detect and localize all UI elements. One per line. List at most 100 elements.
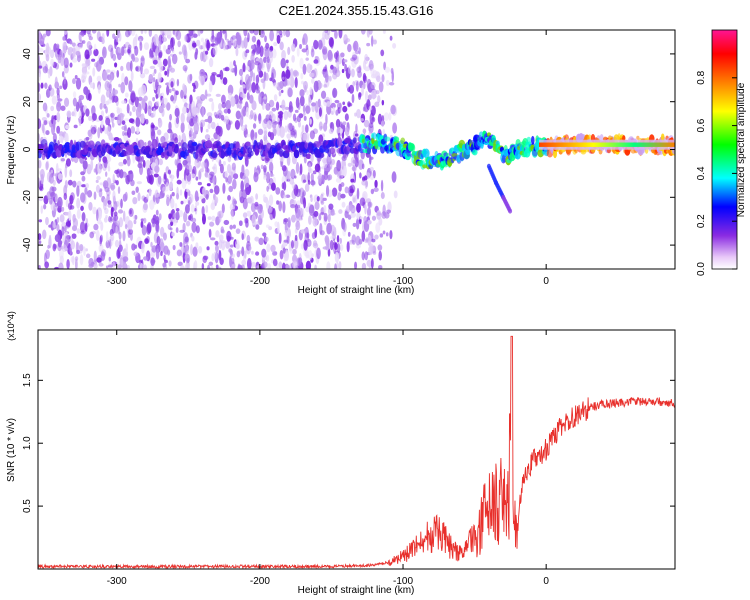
heatmap-noise-cell	[45, 30, 51, 37]
heatmap-noise-cell	[381, 74, 385, 83]
heatmap-noise-cell	[66, 259, 70, 269]
heatmap-noise-cell	[314, 163, 321, 173]
heatmap-noise-cell	[108, 256, 112, 262]
heatmap-noise-cell	[236, 37, 242, 49]
heatmap-noise-cell	[308, 215, 312, 225]
heatmap-noise-cell	[344, 113, 349, 121]
heatmap-noise-cell	[227, 84, 234, 96]
heatmap-noise-cell	[201, 263, 205, 269]
heatmap-noise-cell	[251, 250, 254, 255]
heatmap-noise-cell	[80, 75, 87, 83]
heatmap-noise-cell	[275, 187, 281, 195]
heatmap-noise-cell	[128, 170, 134, 182]
heatmap-noise-cell	[63, 57, 69, 69]
heatmap-noise-cell	[102, 199, 107, 211]
heatmap-noise-cell	[79, 244, 84, 252]
heatmap-noise-cell	[233, 173, 239, 180]
heatmap-noise-cell	[91, 30, 97, 34]
heatmap-noise-cell	[255, 251, 260, 256]
heatmap-noise-cell	[57, 239, 62, 248]
heatmap-noise-cell	[42, 229, 47, 240]
heatmap-noise-cell	[72, 180, 77, 188]
heatmap-noise-cell	[135, 116, 141, 128]
heatmap-noise-cell	[350, 212, 357, 218]
heatmap-noise-cell	[278, 30, 283, 36]
heatmap-noise-cell	[257, 128, 264, 136]
heatmap-noise-cell	[87, 32, 92, 38]
heatmap-noise-cell	[232, 39, 237, 48]
heatmap-noise-cell	[63, 64, 69, 74]
heatmap-noise-cell	[181, 44, 187, 56]
heatmap-noise-cell	[38, 159, 42, 169]
heatmap-y-tick-label: 40	[22, 48, 33, 60]
heatmap-noise-cell	[374, 101, 380, 108]
heatmap-noise-cell	[337, 55, 342, 65]
heatmap-noise-cell	[109, 73, 113, 83]
heatmap-noise-cell	[214, 240, 219, 246]
heatmap-noise-cell	[206, 93, 212, 97]
heatmap-noise-cell	[281, 165, 287, 172]
heatmap-noise-cell	[38, 65, 43, 69]
heatmap-noise-cell	[375, 222, 381, 233]
heatmap-noise-cell	[196, 96, 202, 101]
heatmap-noise-cell	[151, 124, 155, 129]
heatmap-noise-cell	[60, 158, 66, 162]
heatmap-noise-cell	[112, 190, 116, 202]
heatmap-noise-cell	[284, 229, 289, 238]
heatmap-noise-cell	[245, 220, 249, 228]
heatmap-noise-cell	[125, 243, 129, 253]
heatmap-noise-cell	[201, 161, 206, 170]
snr-line	[38, 335, 675, 569]
heatmap-noise-cell	[269, 51, 273, 64]
heatmap-noise-cell	[252, 72, 256, 82]
heatmap-noise-cell	[310, 180, 316, 186]
heatmap-noise-cell	[125, 61, 132, 71]
heatmap-noise-cell	[92, 206, 97, 215]
heatmap-ridge-cell	[636, 135, 640, 140]
heatmap-noise-cell	[365, 180, 369, 188]
heatmap-noise-cell	[310, 172, 314, 182]
heatmap-noise-cell	[205, 128, 209, 133]
heatmap-noise-cell	[368, 245, 373, 256]
heatmap-noise-cell	[239, 189, 243, 202]
heatmap-noise-cell	[188, 30, 194, 37]
heatmap-noise-cell	[100, 221, 104, 232]
heatmap-noise-cell	[148, 188, 152, 197]
heatmap-noise-cell	[169, 53, 174, 57]
heatmap-noise-cell	[383, 61, 386, 71]
heatmap-noise-cell	[261, 102, 265, 110]
heatmap-noise-cell	[58, 135, 64, 143]
heatmap-noise-cell	[152, 96, 156, 102]
heatmap-noise-cell	[255, 74, 260, 85]
heatmap-noise-cell	[134, 214, 138, 220]
heatmap-noise-cell	[245, 49, 250, 54]
heatmap-noise-cell	[68, 210, 72, 221]
heatmap-noise-cell	[235, 47, 239, 57]
heatmap-noise-cell	[110, 233, 115, 242]
heatmap-noise-cell	[281, 49, 286, 61]
heatmap-noise-cell	[264, 35, 267, 43]
heatmap-noise-cell	[366, 259, 372, 267]
heatmap-noise-cell	[361, 262, 367, 269]
heatmap-noise-cell	[297, 102, 301, 111]
heatmap-noise-cell	[246, 197, 253, 204]
heatmap-noise-cell	[222, 77, 228, 85]
heatmap-noise-cell	[69, 169, 73, 178]
heatmap-noise-cell	[182, 159, 188, 166]
heatmap-noise-cell	[308, 204, 315, 217]
heatmap-noise-cell	[195, 201, 200, 206]
heatmap-noise-cell	[250, 59, 255, 70]
heatmap-noise-cell	[246, 210, 252, 217]
heatmap-noise-cell	[229, 256, 233, 268]
heatmap-noise-cell	[146, 194, 149, 200]
heatmap-noise-cell	[61, 206, 65, 212]
heatmap-noise-cell	[252, 123, 257, 129]
heatmap-noise-cell	[314, 101, 319, 113]
heatmap-noise-cell	[38, 92, 42, 102]
heatmap-noise-cell	[182, 106, 187, 115]
heatmap-noise-cell	[38, 30, 42, 42]
heatmap-noise-cell	[349, 188, 355, 194]
heatmap-noise-cell	[115, 225, 119, 235]
heatmap-noise-cell	[179, 189, 183, 196]
heatmap-noise-cell	[325, 237, 330, 246]
